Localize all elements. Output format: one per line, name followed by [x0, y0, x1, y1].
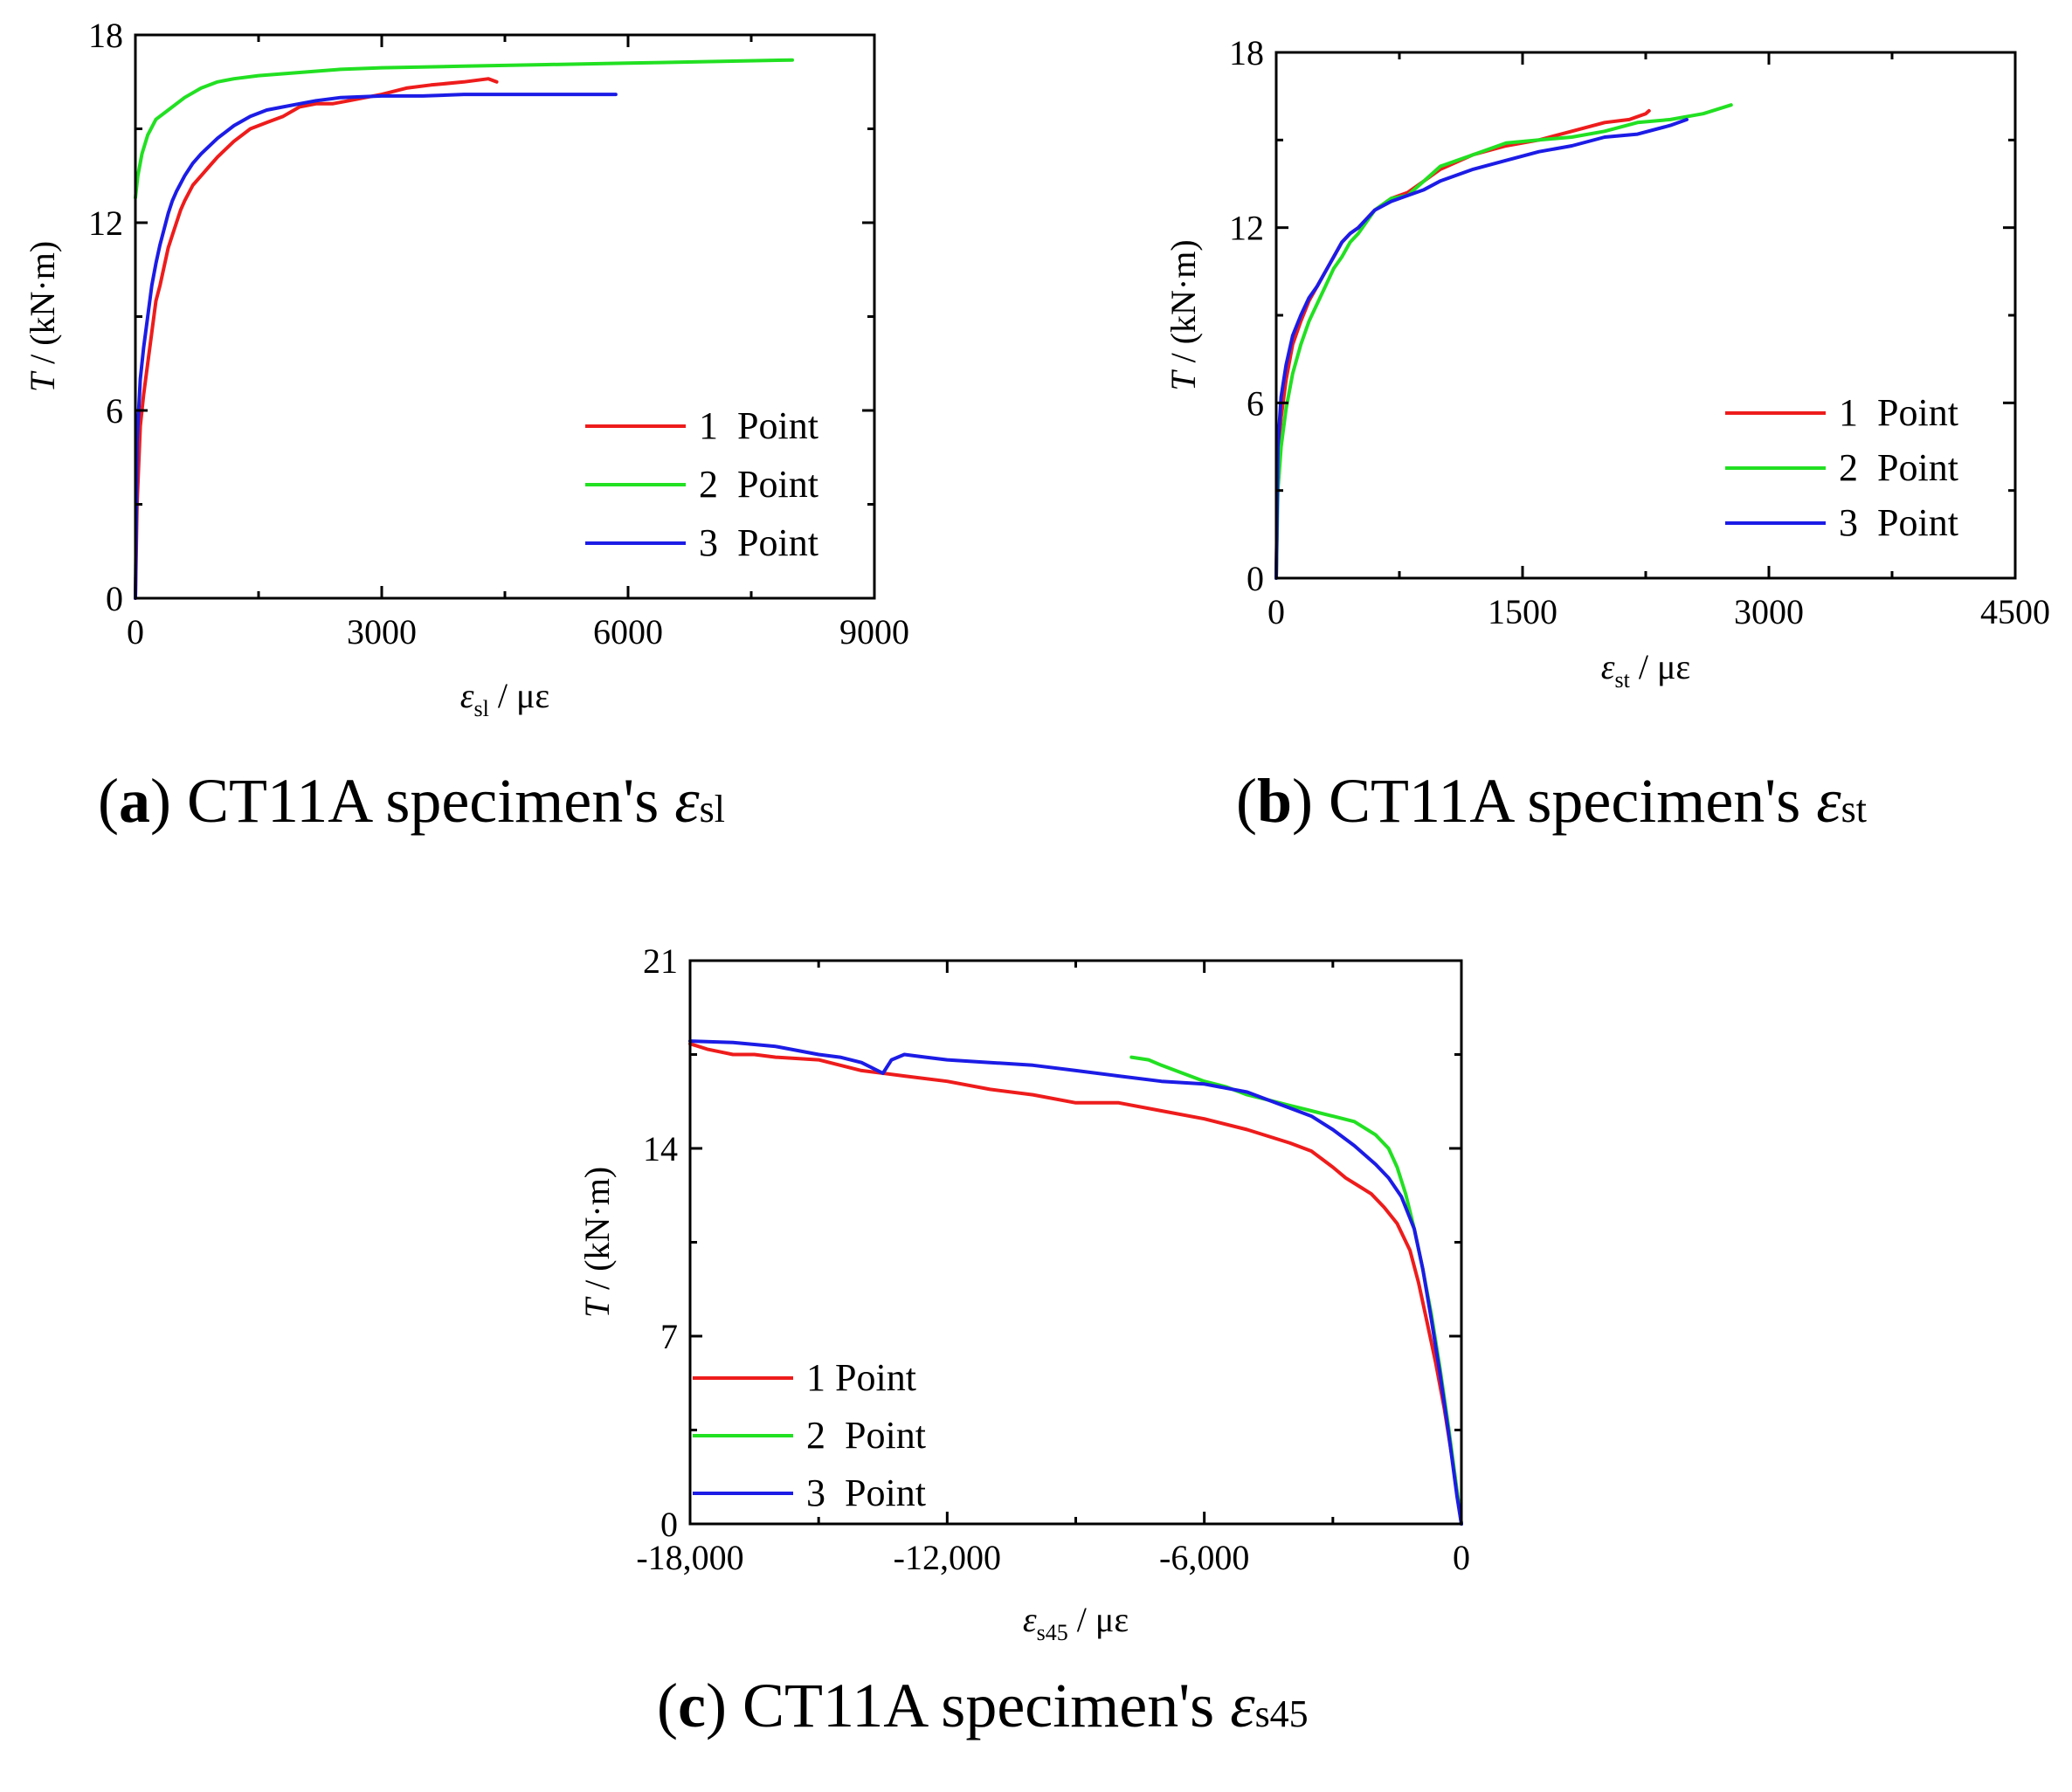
x-axis-label-sub: sl	[474, 696, 489, 721]
x-tick-label: -12,000	[894, 1538, 1001, 1577]
chart-b: 0 1500 3000 4500 0 6 12 18 T / (kN·m) εst / με 1 P…	[1164, 33, 2050, 693]
y-tick-label: 12	[88, 203, 123, 243]
caption-a: (a) CT11A specimen's εsl	[98, 766, 725, 836]
legend-label-1: 1 Point	[699, 404, 818, 447]
y-tick-label: 7	[660, 1317, 678, 1356]
series-line-3	[688, 1039, 1463, 1526]
x-tick-label: 0	[1267, 592, 1285, 631]
y-tick-label: 0	[1247, 559, 1264, 598]
x-axis-label-unit: / με	[489, 676, 549, 715]
caption-c-sub: s45	[1254, 1692, 1309, 1735]
legend-label-2: 2 Point	[699, 463, 818, 506]
caption-a-text: CT11A specimen's	[170, 766, 675, 836]
legend-label-3: 3 Point	[806, 1472, 926, 1514]
caption-b-sub: st	[1841, 788, 1867, 831]
y-tick-label: 0	[660, 1505, 678, 1544]
x-axis-label-var: ε	[1023, 1600, 1037, 1639]
x-tick-label: 6000	[593, 612, 663, 651]
caption-b-text: CT11A specimen's	[1313, 766, 1817, 836]
y-axis-label-unit: / (kN·m)	[1164, 239, 1203, 371]
caption-c-var: ε	[1230, 1671, 1255, 1740]
x-tick-label: 3000	[347, 612, 417, 651]
y-tick-label: 18	[1229, 33, 1264, 72]
caption-c-text: CT11A specimen's	[726, 1671, 1231, 1740]
x-axis-label-sub: st	[1615, 667, 1631, 693]
caption-b-tag: b	[1256, 766, 1293, 836]
caption-a-tag: a	[118, 766, 150, 836]
x-axis-label-sub: s45	[1037, 1620, 1068, 1645]
x-tick-label: 0	[1453, 1538, 1470, 1577]
y-tick-label: 6	[1247, 383, 1264, 423]
x-axis-label: εsl / με	[460, 676, 549, 721]
y-axis-label-unit: / (kN·m)	[23, 241, 62, 373]
y-tick-label: 14	[643, 1129, 678, 1168]
y-tick-label: 21	[643, 941, 678, 981]
y-axis-label-var: T	[577, 1296, 617, 1318]
series-line-1	[1274, 108, 1651, 580]
y-tick-label: 12	[1229, 209, 1264, 248]
x-axis-label-var: ε	[1601, 647, 1615, 686]
series-line-2	[1274, 103, 1733, 580]
caption-c-tag: c	[677, 1671, 706, 1740]
caption-a-var: ε	[674, 766, 700, 836]
y-tick-label: 6	[106, 391, 123, 431]
x-tick-label: 3000	[1734, 592, 1804, 631]
y-axis-label-unit: / (kN·m)	[577, 1167, 617, 1299]
x-tick-label: -18,000	[636, 1538, 743, 1577]
series-line-3	[134, 93, 618, 600]
y-tick-label: 0	[106, 579, 123, 618]
chart-a: 0 3000 6000 9000 0 6 12 18 T / (kN·m) εsl / με 1 P…	[23, 16, 909, 721]
y-axis-label: T / (kN·m)	[1164, 239, 1203, 390]
y-tick-label: 18	[88, 16, 123, 55]
y-axis-label: T / (kN·m)	[23, 241, 62, 392]
legend-label-1: 1 Point	[806, 1356, 916, 1399]
legend-label-1: 1 Point	[1839, 391, 1958, 434]
series-line-2	[1129, 1055, 1463, 1526]
x-tick-label: -6,000	[1159, 1538, 1249, 1577]
legend-label-2: 2 Point	[1839, 446, 1958, 489]
series-line-2	[134, 58, 794, 200]
y-axis-label-var: T	[1164, 369, 1203, 391]
x-axis-label-unit: / με	[1068, 1600, 1129, 1639]
caption-b-var: ε	[1816, 766, 1841, 836]
caption-a-sub: sl	[699, 788, 725, 831]
y-axis-label-var: T	[23, 370, 62, 392]
x-tick-label: 0	[127, 612, 144, 651]
legend-label-2: 2 Point	[806, 1414, 926, 1457]
x-axis-label: εst / με	[1601, 647, 1690, 693]
x-axis-label-var: ε	[460, 676, 474, 715]
caption-c: (c) CT11A specimen's εs45	[657, 1671, 1309, 1740]
x-axis-label: εs45 / με	[1023, 1600, 1129, 1645]
caption-b: (b) CT11A specimen's εst	[1236, 766, 1867, 836]
legend-label-3: 3 Point	[1839, 501, 1958, 544]
x-tick-label: 4500	[1980, 592, 2050, 631]
series-line-1	[134, 77, 499, 600]
legend-label-3: 3 Point	[699, 521, 818, 564]
y-axis-label: T / (kN·m)	[577, 1167, 617, 1318]
x-tick-label: 1500	[1488, 592, 1557, 631]
chart-c: -18,000 -12,000 -6,000 0 0 7 14 21 T / (kN·m) εs4…	[577, 941, 1470, 1645]
series-line-1	[688, 1042, 1463, 1526]
x-axis-label-unit: / με	[1630, 647, 1690, 686]
series-line-3	[1274, 117, 1689, 580]
x-tick-label: 9000	[839, 612, 909, 651]
